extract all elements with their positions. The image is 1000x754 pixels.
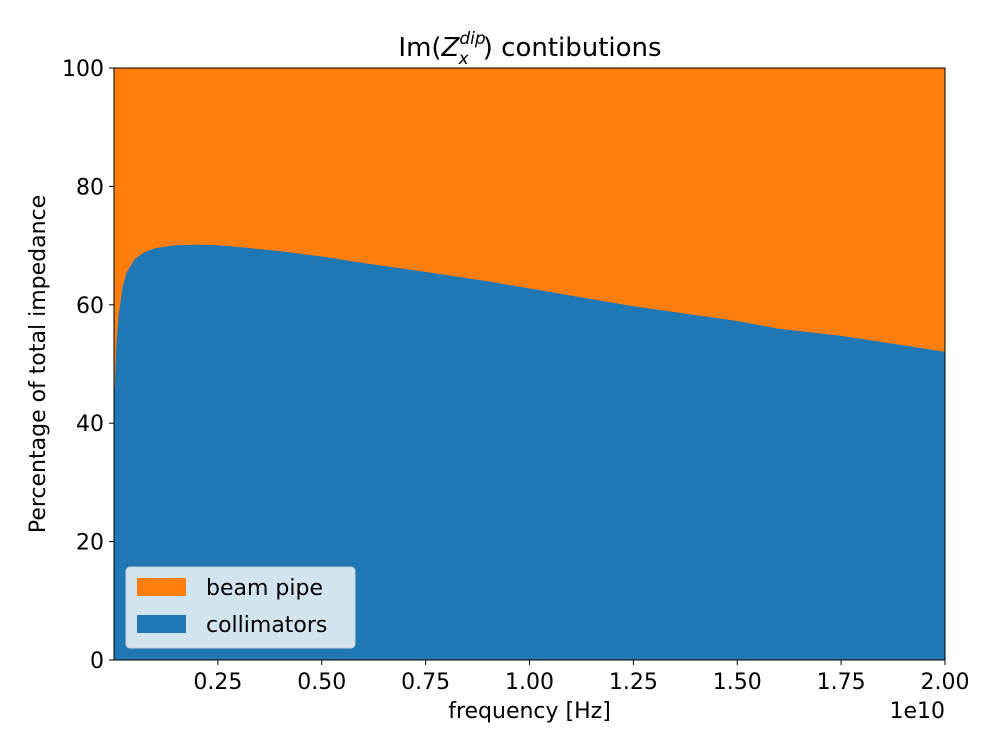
y-tick-label: 40 xyxy=(76,412,104,437)
x-offset-text: 1e10 xyxy=(889,699,945,724)
legend-swatch-beam-pipe xyxy=(137,578,186,596)
y-tick-label: 20 xyxy=(76,531,104,556)
chart-title-suffix: ) contibutions xyxy=(483,33,662,63)
x-tick-label: 0.75 xyxy=(401,670,450,695)
chart-title-symbol: Z xyxy=(441,33,461,63)
chart-title: Im(Zdip x ) contibutions xyxy=(398,29,661,69)
x-tick-label: 1.25 xyxy=(609,670,658,695)
y-tick-label: 100 xyxy=(62,57,104,82)
legend-label-beam-pipe: beam pipe xyxy=(206,576,323,601)
x-tick-label: 0.25 xyxy=(193,670,242,695)
plot-frame xyxy=(113,67,946,661)
ticks-layer: 0.25 0.50 0.75 1.00 1.25 1.50 1.75 2.00 0 20 40 60 8… xyxy=(62,57,969,695)
areas-layer xyxy=(113,67,946,661)
x-tick-label: 1.75 xyxy=(817,670,866,695)
legend: beam pipe collimators xyxy=(125,566,356,649)
y-tick-label: 0 xyxy=(90,649,104,674)
x-tick-label: 1.50 xyxy=(713,670,762,695)
x-tick-label: 0.50 xyxy=(297,670,346,695)
chart-title-subscript: x xyxy=(458,49,470,69)
x-axis-label: frequency [Hz] xyxy=(448,699,611,724)
y-tick-label: 80 xyxy=(76,175,104,200)
chart-title-prefix: Im( xyxy=(398,33,441,63)
chart-title-superscript: dip xyxy=(459,29,486,49)
y-tick-label: 60 xyxy=(76,294,104,319)
legend-label-collimators: collimators xyxy=(206,613,327,638)
y-axis-label: Percentage of total impedance xyxy=(26,195,51,533)
x-tick-label: 1.00 xyxy=(505,670,554,695)
legend-swatch-collimators xyxy=(137,615,186,633)
x-tick-label: 2.00 xyxy=(921,670,970,695)
